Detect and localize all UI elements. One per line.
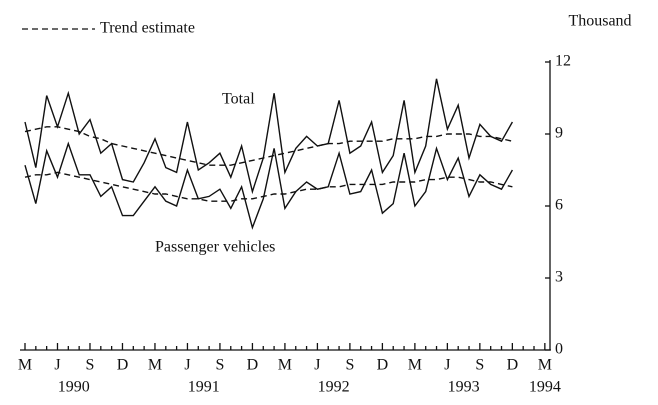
x-tick-label: M <box>18 357 32 374</box>
x-tick-label: S <box>86 357 95 374</box>
legend-label: Trend estimate <box>100 20 195 37</box>
x-tick-label: J <box>314 357 320 374</box>
trend-line <box>24 171 513 202</box>
year-label: 1994 <box>529 379 561 396</box>
x-tick-label: S <box>475 357 484 374</box>
series-line <box>24 78 514 195</box>
x-tick-label: D <box>377 357 389 374</box>
x-tick-label: D <box>117 357 129 374</box>
y-tick-label: 9 <box>555 125 563 142</box>
x-tick-label: S <box>345 357 354 374</box>
trend-line <box>24 126 513 166</box>
y-tick-label: 3 <box>555 269 563 286</box>
y-tick-label: 6 <box>555 197 563 214</box>
x-tick-label: D <box>247 357 259 374</box>
x-tick-label: S <box>215 357 224 374</box>
series-line <box>24 141 514 230</box>
x-tick-label: M <box>148 357 162 374</box>
x-tick-label: J <box>54 357 60 374</box>
series-label: Total <box>222 91 255 108</box>
series-label: Passenger vehicles <box>155 239 275 256</box>
x-tick-label: M <box>538 357 552 374</box>
unit-label: Thousand <box>568 13 631 30</box>
year-label: 1993 <box>448 379 480 396</box>
x-tick-label: M <box>278 357 292 374</box>
year-label: 1991 <box>188 379 220 396</box>
x-tick-label: J <box>184 357 190 374</box>
x-tick-label: D <box>507 357 519 374</box>
x-tick-label: M <box>408 357 422 374</box>
year-label: 1992 <box>318 379 350 396</box>
x-tick-label: J <box>444 357 450 374</box>
y-tick-label: 12 <box>555 53 571 70</box>
year-label: 1990 <box>58 379 90 396</box>
y-tick-label: 0 <box>555 341 563 358</box>
